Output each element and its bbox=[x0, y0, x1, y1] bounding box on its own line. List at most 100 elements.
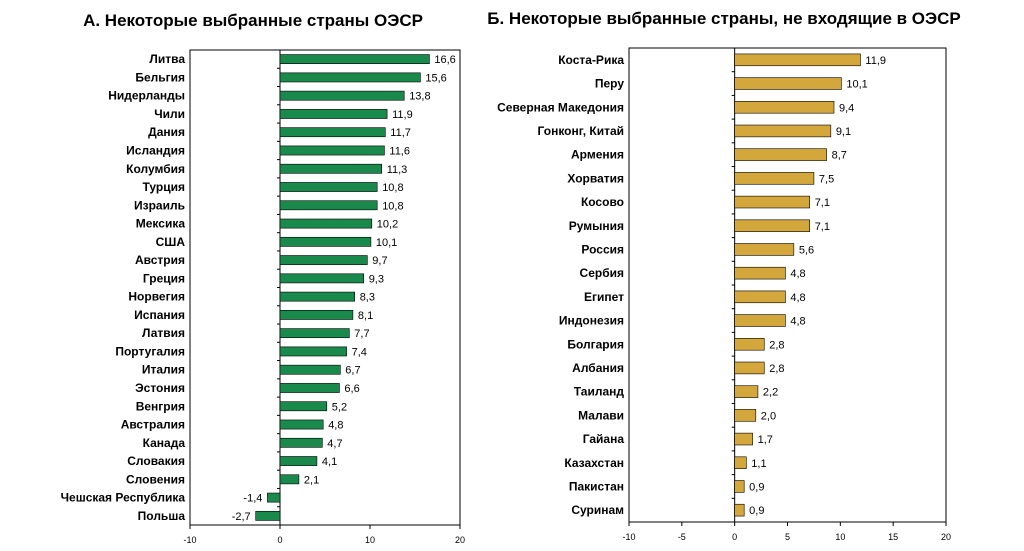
category-label: Чили bbox=[154, 107, 185, 121]
data-label: 11,9 bbox=[865, 55, 886, 67]
category-label: Сербия bbox=[580, 266, 624, 280]
category-label: Греция bbox=[143, 271, 185, 285]
data-label: 9,3 bbox=[369, 273, 384, 285]
data-label: 2,1 bbox=[304, 474, 319, 486]
bar bbox=[279, 328, 350, 339]
x-tick-label: -10 bbox=[622, 532, 635, 542]
bar bbox=[279, 291, 355, 302]
category-label: Нидерланды bbox=[108, 89, 185, 103]
x-tick-label: 5 bbox=[785, 532, 790, 542]
bar bbox=[279, 364, 341, 375]
data-label: 6,6 bbox=[344, 383, 359, 395]
bar bbox=[267, 492, 281, 503]
category-label: Таиланд bbox=[574, 385, 625, 399]
bar bbox=[279, 200, 378, 211]
category-label: США bbox=[156, 235, 186, 249]
category-label: Австралия bbox=[121, 418, 185, 432]
category-label: Эстония bbox=[135, 381, 185, 395]
x-tick-label: 10 bbox=[835, 532, 845, 542]
category-label: Хорватия bbox=[567, 171, 624, 185]
bar bbox=[279, 255, 368, 265]
data-label: 8,3 bbox=[360, 292, 375, 304]
category-label: Турция bbox=[143, 180, 185, 194]
data-label: 7,1 bbox=[815, 197, 830, 209]
bar bbox=[734, 385, 759, 398]
bar bbox=[734, 172, 815, 185]
data-label: 9,4 bbox=[839, 102, 854, 114]
plot-frame bbox=[628, 47, 947, 523]
data-label: 10,8 bbox=[382, 200, 403, 212]
bar bbox=[279, 474, 300, 485]
bar bbox=[279, 145, 385, 156]
bar bbox=[734, 361, 765, 375]
bar bbox=[279, 163, 382, 174]
data-label: 1,7 bbox=[758, 434, 773, 446]
category-label: Косово bbox=[581, 195, 624, 209]
bar bbox=[279, 109, 388, 119]
data-label: 5,6 bbox=[799, 244, 814, 256]
bar bbox=[255, 510, 281, 521]
data-label: 7,7 bbox=[354, 328, 369, 340]
bar bbox=[734, 432, 753, 446]
data-label: 5,2 bbox=[332, 401, 347, 413]
bar bbox=[734, 77, 842, 90]
bar bbox=[279, 54, 430, 65]
category-label: Румыния bbox=[569, 219, 624, 233]
category-label: Латвия bbox=[142, 326, 185, 340]
data-label: 7,5 bbox=[819, 173, 834, 185]
x-tick-label: 0 bbox=[277, 535, 282, 545]
chart-a-title: А. Некоторые выбранные страны ОЭСР bbox=[83, 11, 423, 30]
bar bbox=[279, 456, 318, 466]
data-label: 15,6 bbox=[425, 72, 446, 84]
chart-b-title: Б. Некоторые выбранные страны, не входящ… bbox=[487, 9, 960, 28]
category-label: Перу bbox=[595, 77, 624, 91]
x-tick-label: 10 bbox=[365, 535, 375, 545]
data-label: 4,1 bbox=[322, 456, 337, 468]
data-label: 4,8 bbox=[790, 292, 805, 304]
bar bbox=[734, 53, 861, 67]
data-label: 2,2 bbox=[763, 387, 778, 399]
bar bbox=[279, 401, 328, 412]
category-label: Чешская Республика bbox=[61, 491, 186, 505]
data-label: 10,1 bbox=[846, 79, 867, 91]
category-label: Канада bbox=[143, 436, 186, 450]
x-tick-label: -10 bbox=[183, 535, 196, 545]
bar bbox=[734, 124, 832, 138]
data-label: 11,6 bbox=[389, 145, 410, 157]
bar bbox=[279, 182, 378, 192]
category-label: Албания bbox=[572, 361, 624, 375]
data-label: 2,0 bbox=[761, 410, 776, 422]
data-label: 10,8 bbox=[382, 182, 403, 194]
data-label: 9,7 bbox=[372, 255, 387, 267]
data-label: 16,6 bbox=[434, 54, 455, 66]
bar bbox=[279, 437, 323, 448]
category-label: Венгрия bbox=[136, 399, 185, 413]
category-label: Португалия bbox=[115, 344, 185, 358]
data-label: 1,1 bbox=[751, 458, 766, 470]
bar bbox=[734, 456, 747, 469]
data-label: -2,7 bbox=[232, 511, 251, 523]
category-label: Малави bbox=[578, 408, 624, 422]
bar bbox=[734, 148, 827, 161]
data-label: 6,7 bbox=[345, 365, 360, 377]
data-label: 9,1 bbox=[836, 126, 851, 138]
data-label: 4,8 bbox=[328, 420, 343, 432]
category-label: Северная Македония bbox=[497, 100, 624, 114]
data-label: 0,9 bbox=[749, 481, 764, 493]
category-label: Словакия bbox=[127, 454, 185, 468]
x-tick-label: 20 bbox=[455, 535, 465, 545]
x-tick-label: -5 bbox=[678, 532, 686, 542]
category-label: Австрия bbox=[135, 253, 185, 267]
bar bbox=[279, 419, 324, 430]
bar bbox=[279, 218, 373, 229]
category-label: Испания bbox=[134, 308, 185, 322]
category-label: Гайана bbox=[583, 432, 625, 446]
category-label: Индонезия bbox=[559, 314, 624, 328]
category-label: Россия bbox=[581, 242, 624, 256]
data-label: 10,1 bbox=[376, 237, 397, 249]
chart-b-panel: -10 -5 0 5 10 15 20 11,9 Коста-Рика 10,1 Перу 9,4 Се… bbox=[497, 47, 951, 542]
category-label: Казахстан bbox=[564, 456, 624, 470]
bar bbox=[734, 101, 835, 114]
bar bbox=[279, 236, 372, 247]
category-label: Израиль bbox=[134, 198, 185, 212]
